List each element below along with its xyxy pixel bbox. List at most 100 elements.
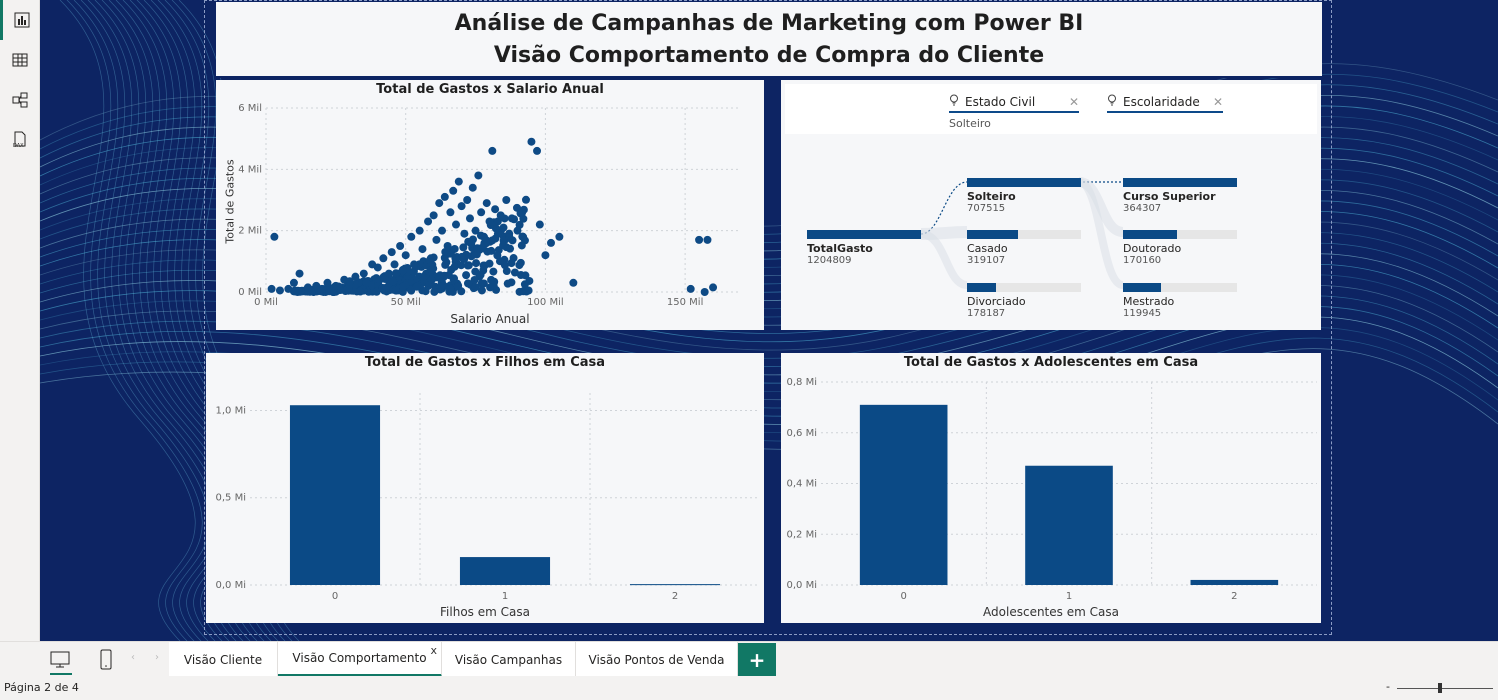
- scatter-point[interactable]: [695, 235, 704, 244]
- scatter-point[interactable]: [516, 209, 525, 218]
- scatter-point[interactable]: [410, 260, 419, 269]
- scatter-visual[interactable]: Total de Gastos x Salario Anual 0 Mil 2 M…: [216, 80, 764, 330]
- scatter-point[interactable]: [453, 282, 462, 291]
- scatter-point[interactable]: [507, 278, 516, 287]
- scatter-point[interactable]: [452, 220, 460, 229]
- scatter-point[interactable]: [703, 235, 712, 244]
- tab-visao-cliente[interactable]: Visão Cliente: [169, 642, 278, 677]
- scatter-point[interactable]: [491, 205, 500, 214]
- scatter-point[interactable]: [284, 284, 293, 293]
- close-tab-icon[interactable]: x: [430, 644, 437, 657]
- scatter-point[interactable]: [471, 283, 480, 292]
- scatter-point[interactable]: [488, 146, 497, 155]
- scatter-point[interactable]: [505, 229, 514, 238]
- scatter-point[interactable]: [351, 272, 360, 281]
- scatter-point[interactable]: [535, 220, 544, 229]
- scatter-point[interactable]: [291, 287, 300, 296]
- scatter-point[interactable]: [499, 241, 508, 250]
- scatter-point[interactable]: [506, 244, 515, 253]
- scatter-point[interactable]: [507, 214, 516, 223]
- scatter-point[interactable]: [429, 211, 438, 220]
- scatter-point[interactable]: [345, 277, 354, 286]
- scatter-point[interactable]: [524, 286, 533, 295]
- scatter-point[interactable]: [303, 283, 312, 292]
- scatter-point[interactable]: [477, 286, 486, 295]
- scatter-point[interactable]: [470, 275, 479, 284]
- scatter-point[interactable]: [458, 253, 467, 262]
- scatter-point[interactable]: [401, 251, 410, 260]
- decomp-root-node[interactable]: TotalGasto 1204809: [807, 230, 921, 266]
- bar[interactable]: [859, 404, 948, 585]
- scatter-point[interactable]: [463, 196, 472, 204]
- scatter-point[interactable]: [450, 244, 459, 253]
- scatter-point[interactable]: [384, 269, 393, 278]
- scatter-point[interactable]: [419, 272, 428, 281]
- close-icon[interactable]: ✕: [1212, 94, 1223, 109]
- decomp-node[interactable]: Solteiro 707515: [967, 178, 1081, 214]
- zoom-slider-thumb[interactable]: [1438, 683, 1442, 693]
- scatter-point[interactable]: [450, 262, 459, 271]
- scatter-point[interactable]: [479, 232, 488, 241]
- scatter-point[interactable]: [390, 260, 399, 269]
- scatter-point[interactable]: [460, 229, 469, 238]
- scatter-point[interactable]: [486, 283, 495, 292]
- scatter-point[interactable]: [569, 278, 578, 287]
- scatter-point[interactable]: [527, 137, 536, 146]
- scatter-point[interactable]: [496, 211, 505, 220]
- scatter-point[interactable]: [443, 242, 452, 250]
- tab-visao-comportamento[interactable]: Visão Comportamento x: [278, 642, 442, 677]
- scatter-point[interactable]: [464, 261, 473, 270]
- scatter-point[interactable]: [424, 281, 433, 290]
- scatter-point[interactable]: [407, 232, 416, 241]
- scatter-point[interactable]: [427, 265, 436, 274]
- scatter-point[interactable]: [555, 232, 564, 241]
- scatter-point[interactable]: [418, 245, 427, 254]
- slicer-escolaridade[interactable]: Escolaridade ✕: [1107, 94, 1223, 113]
- scatter-point[interactable]: [477, 208, 486, 217]
- scatter-point[interactable]: [489, 267, 498, 276]
- scatter-point[interactable]: [378, 283, 387, 292]
- scatter-point[interactable]: [464, 237, 473, 246]
- scatter-point[interactable]: [457, 261, 466, 270]
- scatter-point[interactable]: [391, 269, 400, 278]
- scatter-point[interactable]: [289, 278, 298, 287]
- scatter-point[interactable]: [520, 280, 529, 289]
- scatter-point[interactable]: [521, 271, 530, 280]
- scatter-point[interactable]: [493, 251, 502, 260]
- zoom-slider[interactable]: [1397, 688, 1493, 689]
- bar[interactable]: [459, 557, 551, 585]
- scatter-point[interactable]: [459, 243, 468, 252]
- scatter-point[interactable]: [465, 214, 474, 223]
- scatter-point[interactable]: [392, 286, 401, 295]
- report-view-button[interactable]: [0, 0, 40, 40]
- scatter-point[interactable]: [457, 202, 466, 211]
- scatter-point[interactable]: [426, 254, 435, 263]
- decomposition-tree-visual[interactable]: Estado Civil ✕ Solteiro Escolaridade ✕: [781, 80, 1321, 330]
- scatter-point[interactable]: [454, 177, 463, 186]
- scatter-point[interactable]: [547, 238, 555, 247]
- scatter-point[interactable]: [533, 146, 542, 155]
- bar[interactable]: [289, 405, 381, 585]
- scatter-point[interactable]: [435, 199, 444, 208]
- scatter-point[interactable]: [396, 242, 405, 250]
- scatter-point[interactable]: [513, 226, 522, 235]
- scatter-point[interactable]: [493, 229, 502, 238]
- scatter-point[interactable]: [267, 284, 276, 293]
- scatter-point[interactable]: [519, 232, 528, 241]
- scatter-point[interactable]: [388, 277, 397, 286]
- scatter-point[interactable]: [451, 254, 460, 263]
- chevron-left-icon[interactable]: ‹: [131, 652, 135, 663]
- mobile-layout-button[interactable]: [96, 648, 116, 676]
- adolescentes-bar-visual[interactable]: Total de Gastos x Adolescentes em Casa 0…: [781, 353, 1321, 623]
- scatter-point[interactable]: [479, 279, 488, 288]
- scatter-point[interactable]: [359, 269, 368, 278]
- scatter-point[interactable]: [515, 261, 524, 270]
- scatter-point[interactable]: [472, 259, 481, 268]
- scatter-point[interactable]: [295, 269, 304, 278]
- scatter-point[interactable]: [270, 232, 279, 241]
- scatter-point[interactable]: [432, 235, 441, 244]
- scatter-point[interactable]: [275, 286, 284, 295]
- scatter-point[interactable]: [473, 244, 482, 253]
- scatter-point[interactable]: [412, 282, 421, 291]
- scatter-point[interactable]: [488, 236, 497, 245]
